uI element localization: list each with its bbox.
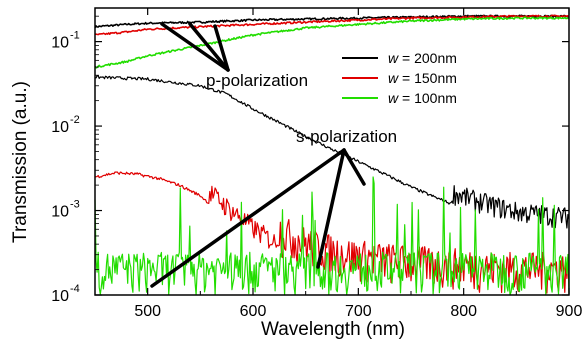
y-tick-label: 10: [51, 204, 69, 221]
s-polarization-pointer: [342, 148, 366, 186]
series-line-1: [94, 14, 569, 29]
y-axis-title: Transmission (a.u.): [10, 81, 31, 243]
s-polarization-pointer: [150, 148, 346, 288]
x-tick-label: 800: [450, 303, 477, 320]
x-tick-label: 700: [345, 303, 372, 320]
series-curves: [94, 14, 570, 296]
annotation-p-polarization: p-polarization: [206, 71, 308, 90]
x-tick-label: 900: [556, 303, 583, 320]
series-line-4: [94, 75, 570, 229]
chart-legend: w = 200nm w = 150nm w = 100nm: [342, 50, 457, 106]
y-tick-label: 10: [51, 119, 69, 136]
x-axis-title: Wavelength (nm): [261, 319, 405, 340]
p-polarization-pointer: [188, 22, 230, 72]
x-tick-label: 600: [240, 303, 267, 320]
legend-label-100nm: w = 100nm: [388, 90, 457, 106]
p-polarization-pointer: [213, 24, 230, 72]
s-polarization-pointer: [316, 148, 346, 269]
y-tick-exponent: -1: [70, 30, 80, 42]
y-tick-label: 10: [51, 35, 69, 52]
legend-label-200nm: w = 200nm: [388, 50, 457, 66]
p-polarization-pointer: [160, 22, 230, 72]
legend-label-150nm: w = 150nm: [388, 70, 457, 86]
y-tick-label: 10: [51, 288, 69, 305]
annotation-s-polarization: s-polarization: [296, 127, 397, 146]
annotation-arrows: [150, 22, 366, 288]
series-line-2: [95, 14, 570, 36]
y-tick-exponent: -3: [70, 199, 80, 211]
y-tick-exponent: -2: [70, 114, 80, 126]
series-line-6: [94, 176, 570, 296]
y-tick-exponent: -4: [70, 283, 80, 295]
x-tick-label: 500: [134, 303, 161, 320]
series-line-3: [94, 16, 570, 69]
